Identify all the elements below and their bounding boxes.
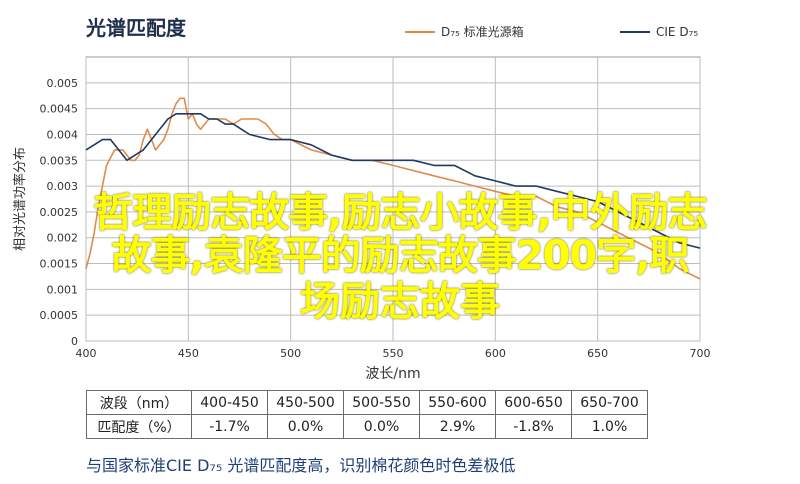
table-cell: 400-450 xyxy=(191,390,268,415)
y-tick-label: 0.0045 xyxy=(40,103,79,116)
chart-title: 光谱匹配度 xyxy=(86,16,186,40)
table-cell: 500-550 xyxy=(343,390,420,415)
y-tick-label: 0.005 xyxy=(47,77,79,90)
table-cell: 550-600 xyxy=(419,390,496,415)
table-cell: 1.0% xyxy=(571,414,648,439)
table-row: 波段（nm） 400-450 450-500 500-550 550-600 6… xyxy=(86,390,648,415)
series-line-1 xyxy=(85,97,701,280)
x-tick-label: 450 xyxy=(178,347,199,360)
table-row: 匹配度（%） -1.7% 0.0% 0.0% 2.9% -1.8% 1.0% xyxy=(86,414,648,439)
table-cell: 450-500 xyxy=(267,390,344,415)
overlay-text-line-1: 哲理励志故事,励志小故事,中外励志 xyxy=(93,190,707,236)
y-tick-label: 0.0015 xyxy=(40,258,79,271)
table-cell: 匹配度（%） xyxy=(86,414,192,439)
y-tick-label: 0.0035 xyxy=(40,154,79,167)
table-cell: 600-650 xyxy=(495,390,572,415)
x-tick-label: 400 xyxy=(76,347,97,360)
table-cell: -1.8% xyxy=(495,414,572,439)
y-tick-label: 0.002 xyxy=(47,232,79,245)
legend-label: D₇₅ 标准光源箱 xyxy=(441,24,524,39)
y-tick-label: 0.0005 xyxy=(40,309,79,322)
table-cell: 0.0% xyxy=(267,414,344,439)
y-axis-label: 相对光谱功率分布 xyxy=(12,147,28,251)
x-tick-label: 700 xyxy=(690,347,711,360)
table-cell: 0.0% xyxy=(343,414,420,439)
y-tick-label: 0.001 xyxy=(47,283,79,296)
y-tick-label: 0.003 xyxy=(47,180,79,193)
footer-note: 与国家标准CIE D₇₅ 光谱匹配度高，识别棉花颜色时色差极低 xyxy=(86,456,516,475)
y-tick-label: 0 xyxy=(71,335,78,348)
y-tick-label: 0.0025 xyxy=(40,206,79,219)
match-table: 波段（nm） 400-450 450-500 500-550 550-600 6… xyxy=(86,390,648,439)
x-tick-label: 550 xyxy=(383,347,404,360)
x-axis-label: 波长/nm xyxy=(365,366,420,382)
x-tick-label: 600 xyxy=(485,347,506,360)
table-cell: 2.9% xyxy=(419,414,496,439)
table-cell: 波段（nm） xyxy=(86,390,192,415)
series-line-2 xyxy=(85,113,701,249)
table-cell: -1.7% xyxy=(191,414,268,439)
x-tick-label: 650 xyxy=(587,347,608,360)
overlay-text-line-2: 故事,袁隆平的励志故事200字,职 xyxy=(111,233,690,279)
x-tick-label: 500 xyxy=(280,347,301,360)
y-tick-label: 0.004 xyxy=(47,128,79,141)
table-cell: 650-700 xyxy=(571,390,648,415)
legend-label: CIE D₇₅ xyxy=(656,25,698,39)
overlay-text-line-3: 场励志故事 xyxy=(300,279,500,325)
